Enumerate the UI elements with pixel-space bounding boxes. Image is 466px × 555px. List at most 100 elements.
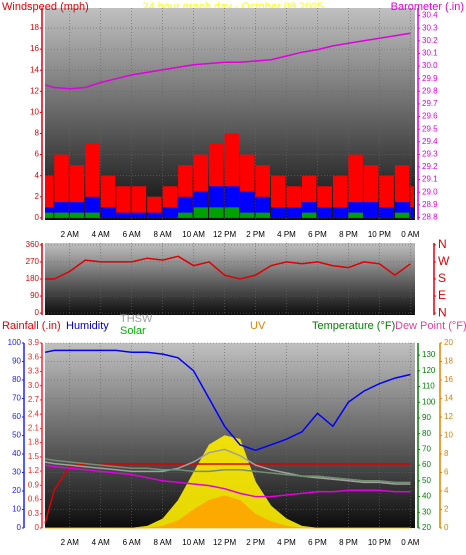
y-tick-label: 18 [30, 23, 39, 32]
x-tick-label: 6 PM [308, 230, 327, 239]
y-tick-label: 29.9 [422, 74, 438, 83]
y-tick-label: 0.3 [28, 509, 40, 518]
bar [147, 212, 162, 218]
y-tick-label: 29.2 [422, 162, 438, 171]
y-tick-label: 29.4 [422, 137, 438, 146]
bar [224, 207, 240, 218]
x-tick-label: 4 AM [92, 538, 111, 547]
y-tick-label: 1.5 [28, 452, 40, 461]
line [44, 32, 411, 90]
y-tick-label: 180 [26, 274, 40, 283]
bar [410, 186, 414, 218]
area [45, 495, 411, 529]
y-tick-label: 60 [12, 412, 21, 421]
bar [45, 175, 54, 218]
line [45, 255, 411, 280]
y-tick-label: 0 [17, 523, 22, 532]
y-tick-label: 0 [444, 523, 449, 532]
y-tick-label: N [438, 305, 447, 319]
y-tick-label: 2.7 [28, 395, 40, 404]
series-label: Rainfall (.in) [2, 320, 61, 332]
x-tick-label: 10 AM [182, 538, 205, 547]
x-tick-label: 6 AM [123, 230, 142, 239]
bar [240, 212, 255, 218]
y-tick-label: 10 [444, 431, 453, 440]
x-tick-label: 10 PM [368, 538, 391, 547]
y-tick-label: 80 [422, 429, 431, 438]
x-tick-label: 2 PM [246, 230, 265, 239]
y-tick-label: 60 [422, 460, 431, 469]
y-tick-label: 90 [12, 357, 21, 366]
bar [69, 212, 85, 218]
y-tick-label: 80 [12, 375, 21, 384]
y-tick-label: 90 [422, 413, 431, 422]
y-tick-label: 0.9 [28, 480, 40, 489]
line [44, 448, 411, 485]
x-tick-label: 10 AM [182, 230, 205, 239]
y-tick-label: 360 [26, 240, 40, 249]
bar [255, 212, 271, 218]
axis-label: Windspeed (mph) [2, 1, 89, 13]
y-tick-label: 50 [422, 476, 431, 485]
x-tick-label: 2 AM [61, 538, 80, 547]
y-tick-label: 30.4 [422, 11, 438, 20]
y-tick-label: 29.7 [422, 99, 438, 108]
y-tick-label: 1.2 [28, 466, 40, 475]
y-tick-label: 12 [30, 86, 39, 95]
y-tick-label: 70 [12, 394, 21, 403]
y-tick-label: 3.3 [28, 367, 40, 376]
x-tick-label: 0 AM [401, 230, 420, 239]
y-tick-label: W [438, 254, 450, 268]
x-tick-label: 8 AM [154, 538, 173, 547]
y-tick-label: 4 [444, 486, 449, 495]
y-tick-label: 12 [444, 412, 453, 421]
y-tick-label: 100 [8, 338, 22, 347]
y-tick-label: 18 [444, 357, 453, 366]
y-tick-label: 90 [30, 291, 39, 300]
y-tick-label: 2 [35, 192, 40, 201]
y-tick-label: 10 [30, 108, 39, 117]
y-tick-label: 29.8 [422, 86, 438, 95]
y-tick-label: 30.0 [422, 61, 438, 70]
y-tick-label: 16 [30, 44, 39, 53]
series-label: Temperature (°F) [312, 320, 395, 332]
y-tick-label: 3.0 [28, 381, 40, 390]
bar [394, 212, 410, 218]
x-tick-label: 4 AM [92, 230, 111, 239]
y-tick-label: 130 [422, 350, 436, 359]
series-label: UV [250, 320, 266, 332]
bar [209, 207, 224, 218]
y-tick-label: 110 [422, 382, 435, 391]
y-tick-label: 30.2 [422, 36, 438, 45]
line [44, 463, 411, 524]
plot-area [45, 243, 415, 315]
x-tick-label: 12 PM [213, 538, 236, 547]
y-tick-label: 3.6 [28, 352, 40, 361]
bar [317, 207, 332, 218]
y-tick-label: 0 [35, 523, 40, 532]
y-tick-label: 29.1 [422, 175, 438, 184]
y-tick-label: 0 [35, 213, 40, 222]
x-tick-label: 2 PM [246, 538, 265, 547]
y-tick-label: 1.8 [28, 438, 40, 447]
y-tick-label: 120 [422, 366, 436, 375]
y-tick-label: S [438, 271, 446, 285]
x-tick-label: 6 AM [123, 538, 142, 547]
line [44, 349, 411, 452]
y-tick-label: 40 [12, 449, 21, 458]
y-tick-label: 6 [444, 468, 449, 477]
y-tick-label: 2.1 [28, 423, 40, 432]
y-tick-label: 8 [444, 449, 449, 458]
y-tick-label: 14 [444, 394, 453, 403]
bar [116, 212, 131, 218]
y-tick-label: N [438, 237, 447, 251]
bar [240, 191, 255, 218]
y-tick-label: 50 [12, 431, 21, 440]
axis-label: Barometer (.in) [391, 1, 464, 13]
y-tick-label: 70 [422, 445, 431, 454]
y-tick-label: 20 [422, 523, 431, 532]
x-tick-label: 4 PM [277, 230, 296, 239]
x-tick-label: 12 PM [213, 230, 236, 239]
